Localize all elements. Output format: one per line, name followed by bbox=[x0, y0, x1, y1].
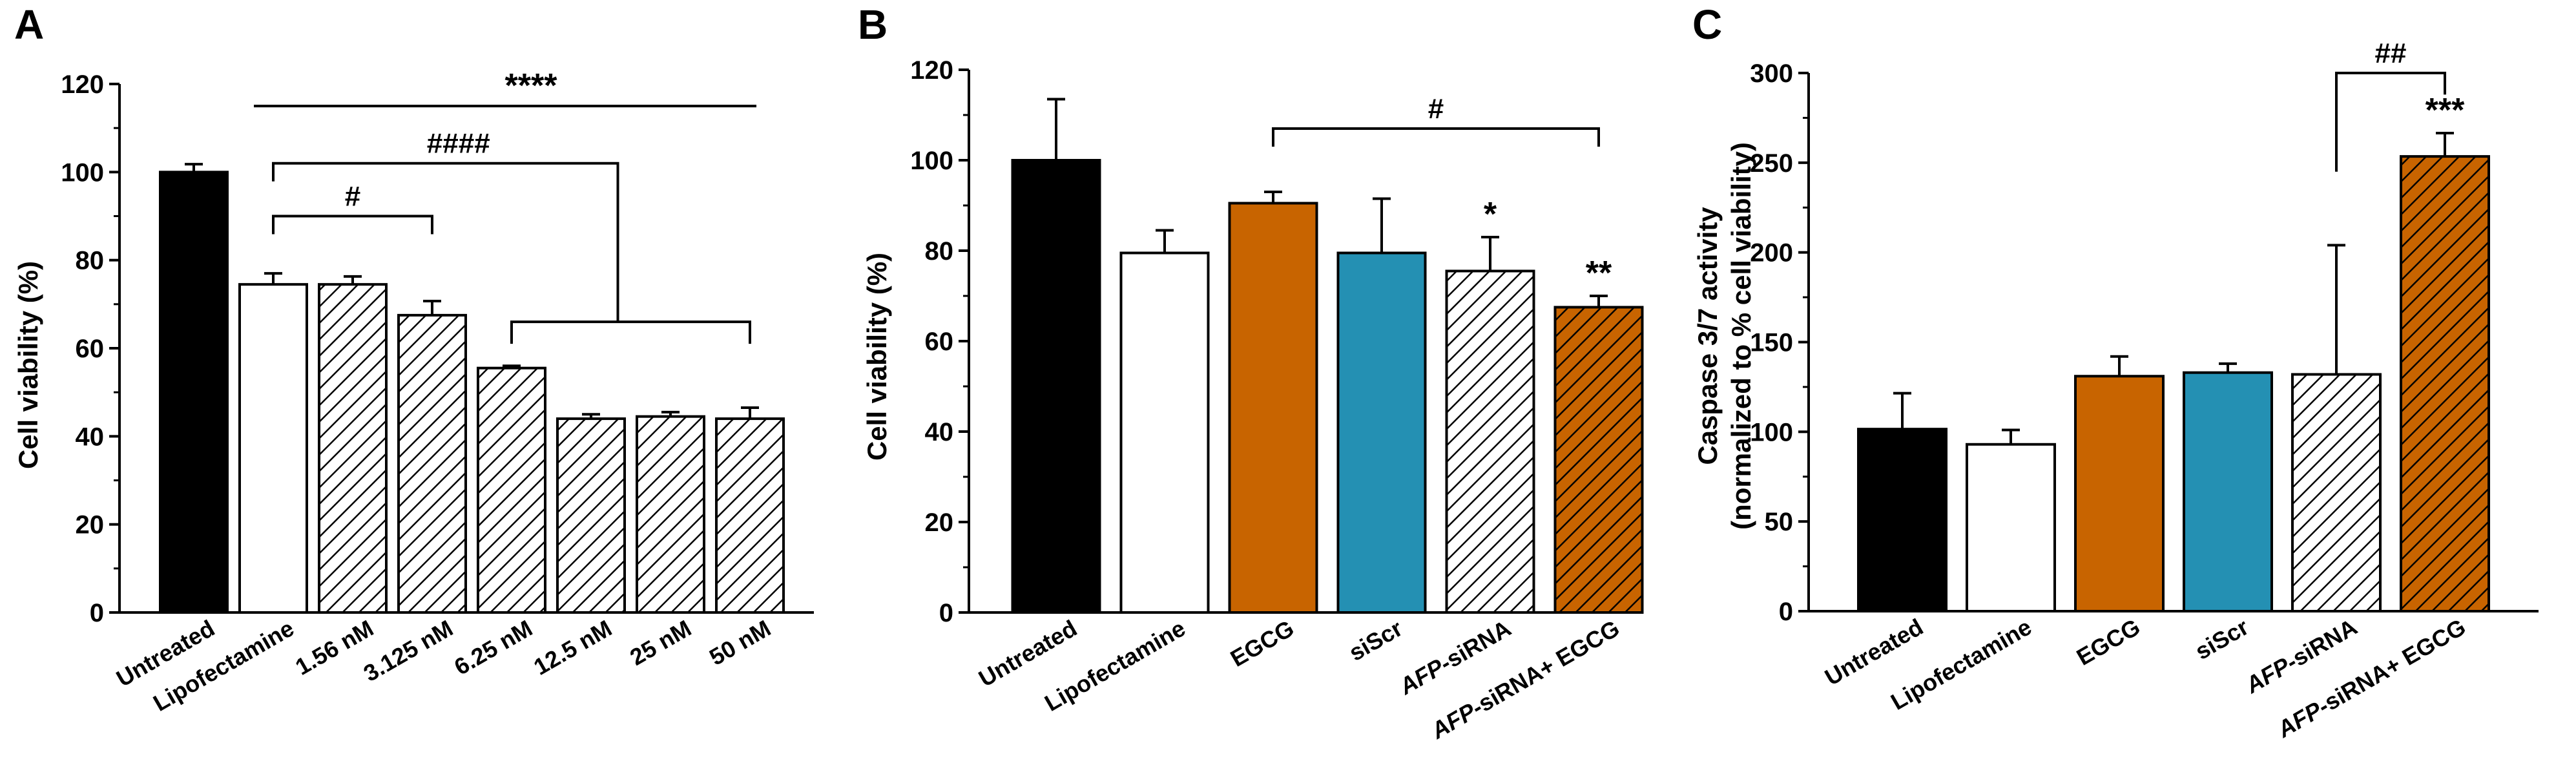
bar bbox=[1011, 159, 1101, 614]
x-tick-label: EGCG bbox=[2072, 613, 2145, 671]
significance-bracket bbox=[272, 214, 433, 235]
group-bracket bbox=[510, 320, 751, 344]
x-tick-label: AFP-siRNA+ EGCG bbox=[1426, 614, 1624, 744]
panel-a: A Cell viability (%) 020406080100120Untr… bbox=[13, 1, 814, 716]
significance-bracket bbox=[1272, 127, 1600, 147]
y-tick-label: 20 bbox=[76, 511, 105, 539]
x-tick-label: Lipofectamine bbox=[149, 614, 298, 716]
panel-c-ylabel2: (normalized to % cell viability) bbox=[1726, 142, 1756, 530]
panel-a-ylabel: Cell viability (%) bbox=[13, 261, 43, 469]
y-tick-label: 120 bbox=[61, 70, 104, 99]
y-tick-label: 0 bbox=[939, 599, 953, 627]
bar bbox=[2291, 373, 2382, 612]
x-tick-label: EGCG bbox=[1226, 614, 1298, 672]
x-tick-label: 12.5 nM bbox=[529, 614, 616, 680]
y-tick-label: 40 bbox=[76, 423, 105, 451]
x-tick-label: 25 nM bbox=[625, 614, 696, 671]
y-tick-label: 0 bbox=[1779, 598, 1793, 626]
panel-b-letter: B bbox=[858, 1, 888, 48]
panel-c-plot: 050100150200250300UntreatedLipofectamine… bbox=[1750, 37, 2539, 743]
x-tick-label: 50 nM bbox=[705, 614, 775, 671]
y-tick-label: 100 bbox=[61, 158, 104, 187]
y-tick-label: 300 bbox=[1750, 59, 1793, 88]
significance-label: *** bbox=[2425, 92, 2465, 129]
significance-label: ** bbox=[1586, 255, 1612, 292]
x-tick-label: siScr bbox=[1344, 614, 1407, 666]
bar bbox=[397, 313, 467, 614]
bar bbox=[477, 366, 546, 614]
y-tick-label: 60 bbox=[76, 335, 105, 363]
y-tick-label: 120 bbox=[910, 56, 953, 85]
significance-label: #### bbox=[427, 128, 490, 160]
bar bbox=[636, 415, 705, 614]
y-tick-label: 80 bbox=[925, 237, 954, 266]
y-tick-label: 60 bbox=[925, 328, 954, 356]
y-tick-label: 250 bbox=[1750, 149, 1793, 178]
significance-label: ## bbox=[2375, 37, 2407, 69]
x-tick-label: AFP-siRNA+ EGCG bbox=[2272, 613, 2470, 743]
x-tick-label: 3.125 nM bbox=[359, 614, 457, 687]
y-tick-label: 200 bbox=[1750, 239, 1793, 267]
bar bbox=[715, 417, 785, 614]
bar bbox=[1553, 306, 1644, 614]
significance-label: # bbox=[1428, 93, 1444, 125]
bar bbox=[1966, 443, 2056, 613]
y-tick-label: 100 bbox=[910, 147, 953, 175]
significance-label: **** bbox=[505, 67, 558, 105]
panel-b: B Cell viability (%) 020406080100120Untr… bbox=[858, 1, 1644, 744]
significance-bracket bbox=[2335, 72, 2446, 172]
bar bbox=[159, 171, 229, 614]
panel-a-plot: 020406080100120UntreatedLipofectamine1.5… bbox=[61, 67, 814, 716]
panel-b-ylabel: Cell viability (%) bbox=[862, 253, 892, 461]
panel-a-letter: A bbox=[14, 1, 44, 48]
bar bbox=[2074, 375, 2165, 612]
bar bbox=[1119, 251, 1210, 614]
bar bbox=[2400, 155, 2490, 613]
bar bbox=[238, 283, 308, 614]
panel-c-letter: C bbox=[1692, 1, 1722, 48]
y-tick-label: 40 bbox=[925, 418, 954, 446]
significance-label: # bbox=[345, 181, 360, 213]
bar bbox=[1857, 428, 1948, 612]
bar bbox=[1228, 202, 1318, 614]
bar bbox=[318, 283, 388, 614]
significance-label: * bbox=[1484, 196, 1497, 233]
bar bbox=[1445, 269, 1535, 614]
bar bbox=[1336, 251, 1427, 614]
bar bbox=[556, 417, 626, 614]
panel-c-ylabel: Caspase 3/7 activity bbox=[1692, 207, 1723, 465]
y-tick-label: 100 bbox=[1750, 418, 1793, 446]
y-tick-label: 20 bbox=[925, 508, 954, 537]
y-tick-label: 150 bbox=[1750, 329, 1793, 357]
significance-bracket bbox=[272, 162, 619, 322]
panel-c: C Caspase 3/7 activity (normalized to % … bbox=[1692, 1, 2539, 743]
x-tick-label: siScr bbox=[2190, 613, 2253, 665]
y-tick-label: 80 bbox=[76, 247, 105, 275]
y-tick-label: 0 bbox=[90, 599, 104, 627]
x-tick-label: 6.25 nM bbox=[450, 614, 537, 680]
bar bbox=[2183, 371, 2273, 612]
y-tick-label: 50 bbox=[1765, 508, 1794, 536]
